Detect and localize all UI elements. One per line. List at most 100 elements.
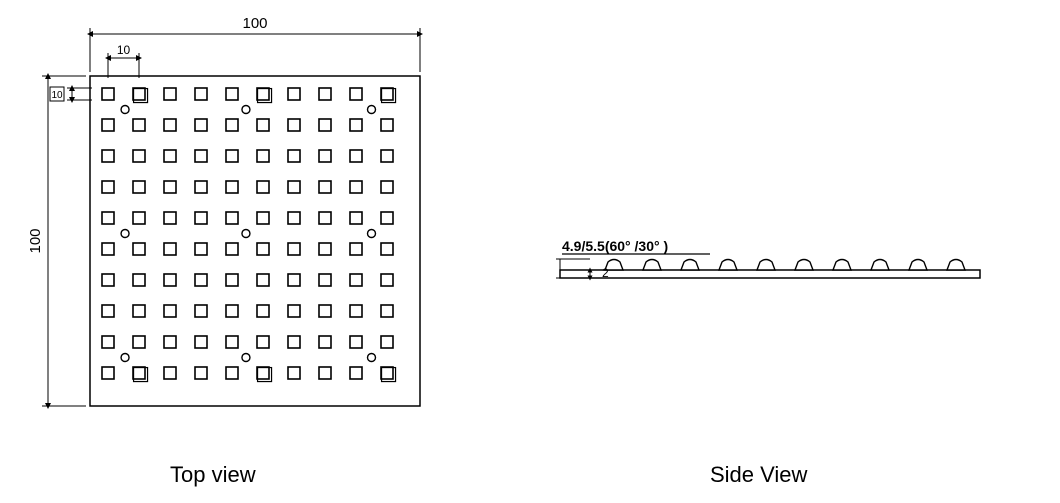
led-pad [319, 150, 331, 162]
led-pad [195, 243, 207, 255]
led-pad [133, 119, 145, 131]
led-pad [195, 150, 207, 162]
led-pad [350, 150, 362, 162]
led-pad [257, 119, 269, 131]
led-dome [871, 260, 889, 271]
led-pad [319, 243, 331, 255]
led-pad [350, 119, 362, 131]
led-pad [381, 243, 393, 255]
led-pad [257, 336, 269, 348]
led-pad [164, 336, 176, 348]
led-pad [350, 181, 362, 193]
led-pad [133, 367, 145, 379]
led-pad [102, 212, 114, 224]
led-dome [681, 260, 699, 271]
dim-thickness-label: 2 [602, 266, 609, 280]
led-pad [164, 367, 176, 379]
led-pad [195, 305, 207, 317]
mounting-hole [368, 230, 376, 238]
led-pad [226, 119, 238, 131]
led-pad [257, 243, 269, 255]
led-pad [319, 367, 331, 379]
led-dome [909, 260, 927, 271]
led-pad [133, 88, 145, 100]
led-pad [288, 243, 300, 255]
mounting-hole [121, 354, 129, 362]
led-pad [195, 181, 207, 193]
led-pad [381, 150, 393, 162]
led-pad [257, 305, 269, 317]
led-pad [319, 336, 331, 348]
pcb-side [560, 270, 980, 278]
led-dome [947, 260, 965, 271]
led-pad [195, 367, 207, 379]
led-pad [133, 212, 145, 224]
top-view-caption: Top view [170, 462, 256, 488]
mounting-hole [368, 354, 376, 362]
led-pad [164, 243, 176, 255]
led-pad [350, 367, 362, 379]
led-pad [288, 212, 300, 224]
top-view-drawing: 1001010010 [20, 6, 480, 446]
led-pad [226, 212, 238, 224]
mounting-hole [121, 230, 129, 238]
led-pad [164, 274, 176, 286]
led-pad [319, 305, 331, 317]
led-pad [319, 88, 331, 100]
led-pad [257, 181, 269, 193]
led-pad [102, 119, 114, 131]
pcb-outline [90, 76, 420, 406]
led-pad [226, 305, 238, 317]
led-pad [164, 150, 176, 162]
led-pad [381, 305, 393, 317]
led-pad [226, 88, 238, 100]
led-pad [381, 367, 393, 379]
led-pad [288, 119, 300, 131]
led-pad [102, 150, 114, 162]
led-pad [350, 336, 362, 348]
led-pad [257, 367, 269, 379]
led-pad [319, 274, 331, 286]
led-pad [257, 88, 269, 100]
led-pad [195, 274, 207, 286]
led-pad [288, 367, 300, 379]
led-pad [381, 212, 393, 224]
led-pad [102, 274, 114, 286]
led-pad [133, 181, 145, 193]
led-pad [350, 274, 362, 286]
led-pad [381, 336, 393, 348]
led-pad [102, 336, 114, 348]
led-pad [102, 181, 114, 193]
led-pad [288, 88, 300, 100]
led-pad [195, 119, 207, 131]
led-pad [257, 150, 269, 162]
led-pad [226, 243, 238, 255]
led-pad [350, 88, 362, 100]
led-pad [133, 150, 145, 162]
led-pad [226, 336, 238, 348]
led-pad [381, 88, 393, 100]
side-view-drawing: 4.9/5.5(60° /30° )2 [540, 210, 1020, 330]
led-dome [795, 260, 813, 271]
led-pad [288, 274, 300, 286]
dim-cell-label: 10 [51, 90, 63, 101]
led-pad [319, 181, 331, 193]
led-dome [757, 260, 775, 271]
led-pad [164, 119, 176, 131]
led-pad [288, 305, 300, 317]
led-pad [102, 88, 114, 100]
led-dome [719, 260, 737, 271]
led-pad [288, 181, 300, 193]
led-pad [164, 305, 176, 317]
led-pad [133, 305, 145, 317]
mounting-hole [242, 106, 250, 114]
led-dome [643, 260, 661, 271]
led-pad [226, 150, 238, 162]
led-pad [133, 243, 145, 255]
led-pad [164, 212, 176, 224]
mounting-hole [242, 354, 250, 362]
led-pad [133, 274, 145, 286]
led-dome [833, 260, 851, 271]
led-pad [164, 88, 176, 100]
led-pad [381, 119, 393, 131]
